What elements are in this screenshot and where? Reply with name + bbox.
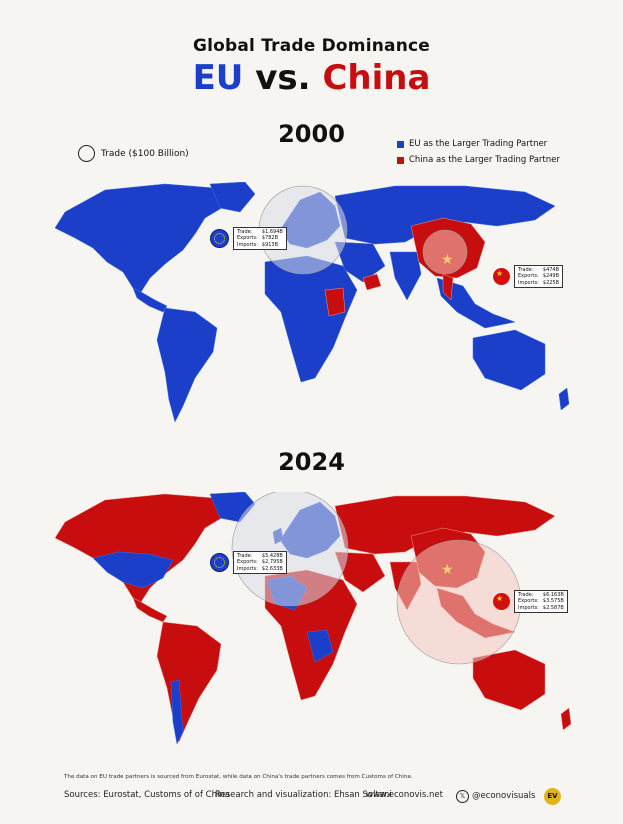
south-america-2024 [156, 621, 222, 743]
x-logo-icon: 𝕏 [456, 790, 469, 803]
world-map-2000: ★ [54, 182, 570, 423]
value-imports: $2,633B [261, 565, 283, 572]
label-imports: Imports: [237, 241, 258, 248]
legend-eu-label: EU as the Larger Trading Partner [409, 139, 548, 149]
china-stats-table-2000: Trade: $474B Exports: $249B Imports: $225B [514, 265, 564, 289]
chile-2024 [170, 679, 184, 745]
legend-china-label: China as the Larger Trading Partner [409, 155, 560, 165]
asia-2000 [334, 185, 556, 245]
value-imports: $225B [542, 279, 560, 286]
eu-stats-table-2024: Trade: $5,428B Exports: $2,795B Imports: $2… [233, 551, 287, 575]
china-flag-icon [493, 593, 510, 611]
middle-east-2000 [334, 241, 386, 283]
eu-color-swatch [397, 140, 404, 148]
label-exports: Exports: [237, 235, 258, 242]
title-vs: vs. [255, 58, 311, 98]
china-stats-2000: Trade: $474B Exports:$249B Imports:$225B [493, 265, 564, 289]
main-title: EU vs. China [0, 58, 623, 98]
title-china: China [322, 58, 431, 98]
label-imports: Imports: [518, 604, 539, 611]
label-exports: Exports: [237, 559, 258, 566]
label-imports: Imports: [518, 279, 539, 286]
value-trade: $6,163B [542, 592, 564, 598]
value-exports: $3,575B [542, 598, 564, 605]
eu-trade-bubble-2024 [231, 492, 349, 607]
china-flag-icon [493, 268, 510, 286]
china-trade-bubble-2000 [422, 229, 468, 275]
eu-flag-icon [210, 553, 229, 573]
myanmar-2000 [442, 273, 454, 301]
label-exports: Exports: [518, 598, 539, 605]
legend-eu: EU as the Larger Trading Partner [397, 139, 547, 149]
sources: Sources: Eurostat, Customs of of China [64, 790, 230, 800]
credit: Research and visualization: Ehsan Soltan… [215, 790, 392, 800]
handle-text: @econovisuals [472, 791, 536, 801]
trade-scale-label: Trade ($100 Billion) [101, 148, 189, 159]
central-america-2024 [132, 597, 168, 623]
north-america-2000 [54, 183, 226, 293]
greenland-2000 [209, 182, 256, 213]
central-america-2000 [132, 287, 168, 313]
year-label-2024: 2024 [278, 448, 345, 476]
label-trade: Trade: [237, 229, 253, 235]
value-trade: $5,428B [261, 553, 283, 559]
value-exports: $782B [261, 235, 279, 242]
south-america-2000 [156, 307, 218, 423]
eu-stats-table-2000: Trade: $1,694B Exports: $782B Imports: $913… [233, 227, 287, 251]
value-imports: $2,587B [542, 604, 564, 611]
africa-2000 [264, 255, 358, 383]
data-note: The data on EU trade partners is sourced… [64, 774, 413, 780]
india-2000 [389, 251, 422, 301]
se-asia-2000 [436, 277, 516, 329]
year-label-2000: 2000 [278, 120, 345, 148]
china-color-swatch [397, 156, 404, 164]
world-map-2024: ★ [54, 492, 572, 745]
china-stats-2024: Trade: $6,163B Exports:$3,575B Imports:$2… [493, 590, 568, 614]
eu-stats-2024: Trade: $5,428B Exports: $2,795B Imports: $2… [210, 551, 287, 575]
yemen-2000 [362, 273, 382, 291]
value-exports: $249B [542, 273, 560, 280]
new-zealand-2024 [560, 707, 572, 731]
asia-2024 [334, 495, 556, 555]
label-exports: Exports: [518, 273, 539, 280]
usa-2024 [92, 551, 174, 589]
central-africa-2024 [306, 629, 334, 663]
value-trade: $474B [542, 267, 560, 273]
eu-flag-icon [210, 229, 229, 249]
social-handle[interactable]: 𝕏 @econovisuals [456, 790, 535, 803]
australia-2000 [472, 329, 546, 391]
label-trade: Trade: [518, 267, 534, 273]
sudan-2000 [324, 287, 346, 317]
legend-china: China as the Larger Trading Partner [397, 155, 560, 165]
label-imports: Imports: [237, 565, 258, 572]
value-exports: $2,795B [261, 559, 283, 566]
econovis-logo: EV [544, 788, 561, 805]
label-trade: Trade: [237, 553, 253, 559]
title-line-1: Global Trade Dominance [192, 36, 431, 56]
china-stats-table-2024: Trade: $6,163B Exports: $3,575B Imports: $2… [514, 590, 568, 614]
label-trade: Trade: [518, 592, 534, 598]
trade-scale-legend: Trade ($100 Billion) [78, 145, 189, 162]
value-trade: $1,694B [261, 229, 283, 235]
eu-stats-2000: Trade: $1,694B Exports: $782B Imports: $913… [210, 227, 287, 251]
trade-circle-icon [78, 145, 95, 162]
title-eu: EU [192, 58, 244, 98]
middle-east-2024 [334, 551, 386, 593]
australia-2024 [472, 649, 546, 711]
value-imports: $913B [261, 241, 279, 248]
new-zealand-2000 [558, 387, 570, 411]
website-link[interactable]: www.econovis.net [366, 790, 443, 800]
